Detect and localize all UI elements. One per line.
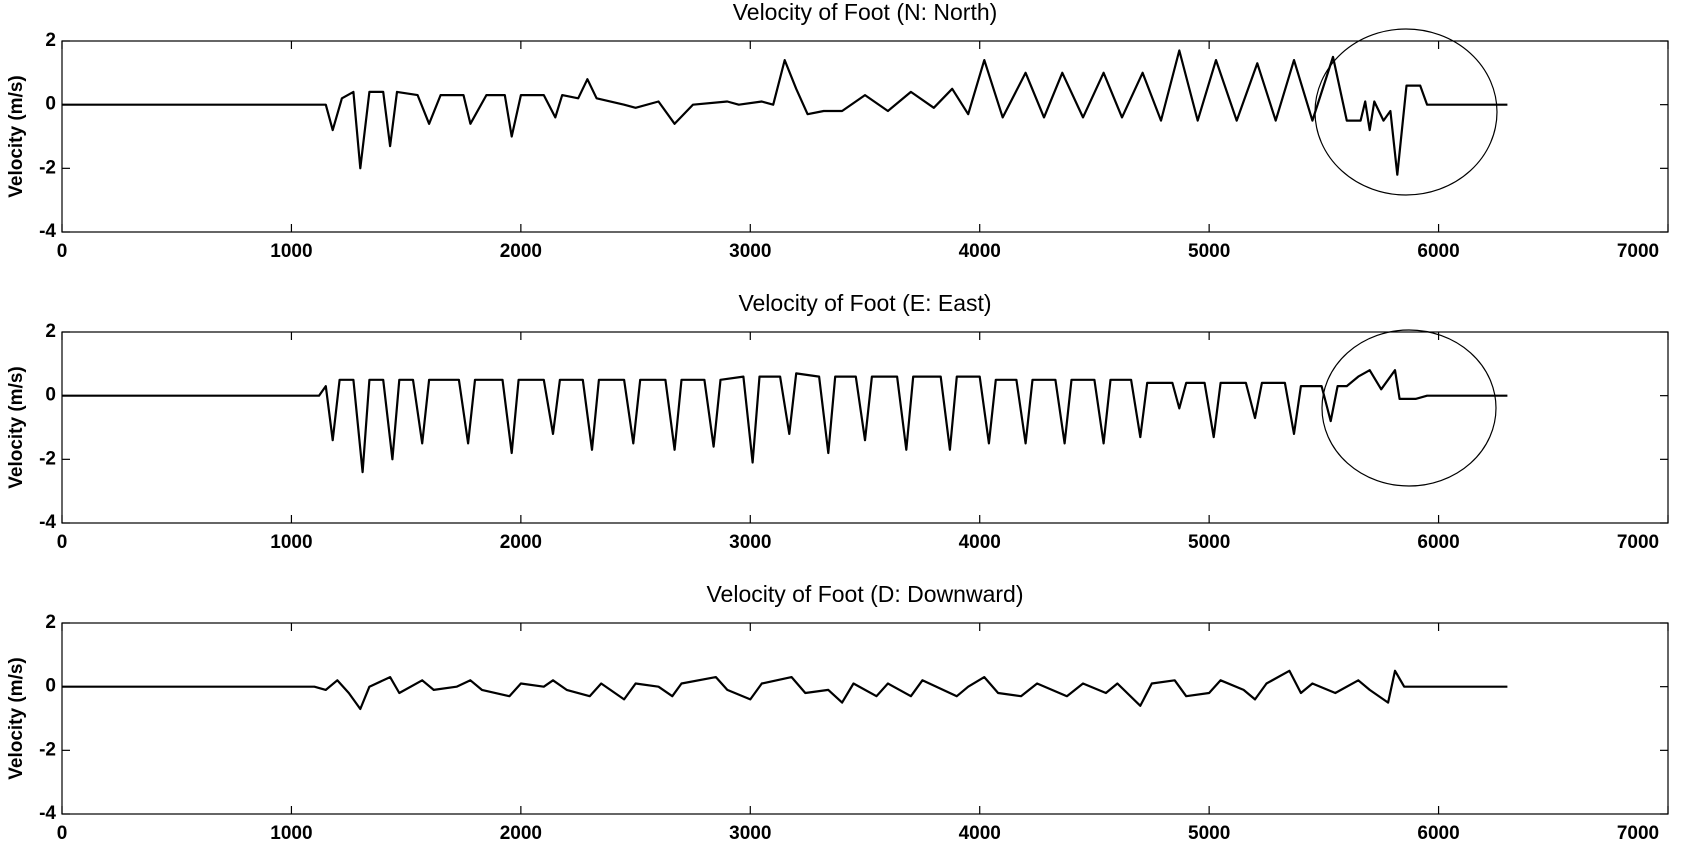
y-tick-label: 2 [45, 321, 56, 342]
x-tick-label: 5000 [1188, 532, 1230, 553]
y-tick-label: -4 [39, 512, 56, 533]
x-tick-label: 3000 [729, 241, 771, 262]
velocity-line [62, 369, 1508, 474]
x-tick-label: 5000 [1188, 241, 1230, 262]
x-tick-label: 7000 [1617, 241, 1659, 262]
x-tick-label: 1000 [270, 823, 312, 842]
x-tick-label: 0 [57, 532, 68, 553]
x-tick-label: 4000 [959, 532, 1001, 553]
x-tick-label: 5000 [1188, 823, 1230, 842]
x-tick-label: 7000 [1617, 532, 1659, 553]
x-tick-label: 6000 [1417, 823, 1459, 842]
x-tick-label: 1000 [270, 532, 312, 553]
chart-title: Velocity of Foot (E: East) [738, 290, 991, 316]
y-tick-label: -4 [39, 803, 56, 824]
y-tick-label: -2 [39, 448, 56, 469]
y-tick-label: -4 [39, 221, 56, 242]
y-tick-label: 0 [45, 676, 56, 697]
x-tick-label: 1000 [270, 241, 312, 262]
x-tick-label: 6000 [1417, 532, 1459, 553]
velocity-line [62, 669, 1508, 711]
velocity-line [62, 49, 1508, 176]
chart-title: Velocity of Foot (N: North) [733, 0, 998, 25]
plot-area [61, 622, 1669, 815]
plot-area [61, 40, 1669, 233]
y-tick-label: 0 [45, 94, 56, 115]
y-tick-label: -2 [39, 739, 56, 760]
x-tick-label: 7000 [1617, 823, 1659, 842]
y-axis-label: Velocity (m/s) [6, 657, 27, 780]
x-tick-label: 6000 [1417, 241, 1459, 262]
x-tick-label: 0 [57, 823, 68, 842]
x-tick-label: 4000 [959, 823, 1001, 842]
plot-area [61, 331, 1669, 524]
x-tick-label: 2000 [500, 532, 542, 553]
y-tick-label: 2 [45, 612, 56, 633]
x-tick-label: 3000 [729, 532, 771, 553]
y-axis-label: Velocity (m/s) [6, 75, 27, 198]
y-tick-label: 0 [45, 385, 56, 406]
y-tick-label: -2 [39, 157, 56, 178]
x-tick-label: 2000 [500, 241, 542, 262]
x-tick-label: 2000 [500, 823, 542, 842]
y-axis-label: Velocity (m/s) [6, 366, 27, 489]
x-tick-label: 0 [57, 241, 68, 262]
highlight-circle [1314, 28, 1498, 196]
y-tick-label: 2 [45, 30, 56, 51]
x-tick-label: 3000 [729, 823, 771, 842]
x-tick-label: 4000 [959, 241, 1001, 262]
chart-title: Velocity of Foot (D: Downward) [706, 581, 1023, 607]
highlight-circle [1321, 329, 1497, 487]
